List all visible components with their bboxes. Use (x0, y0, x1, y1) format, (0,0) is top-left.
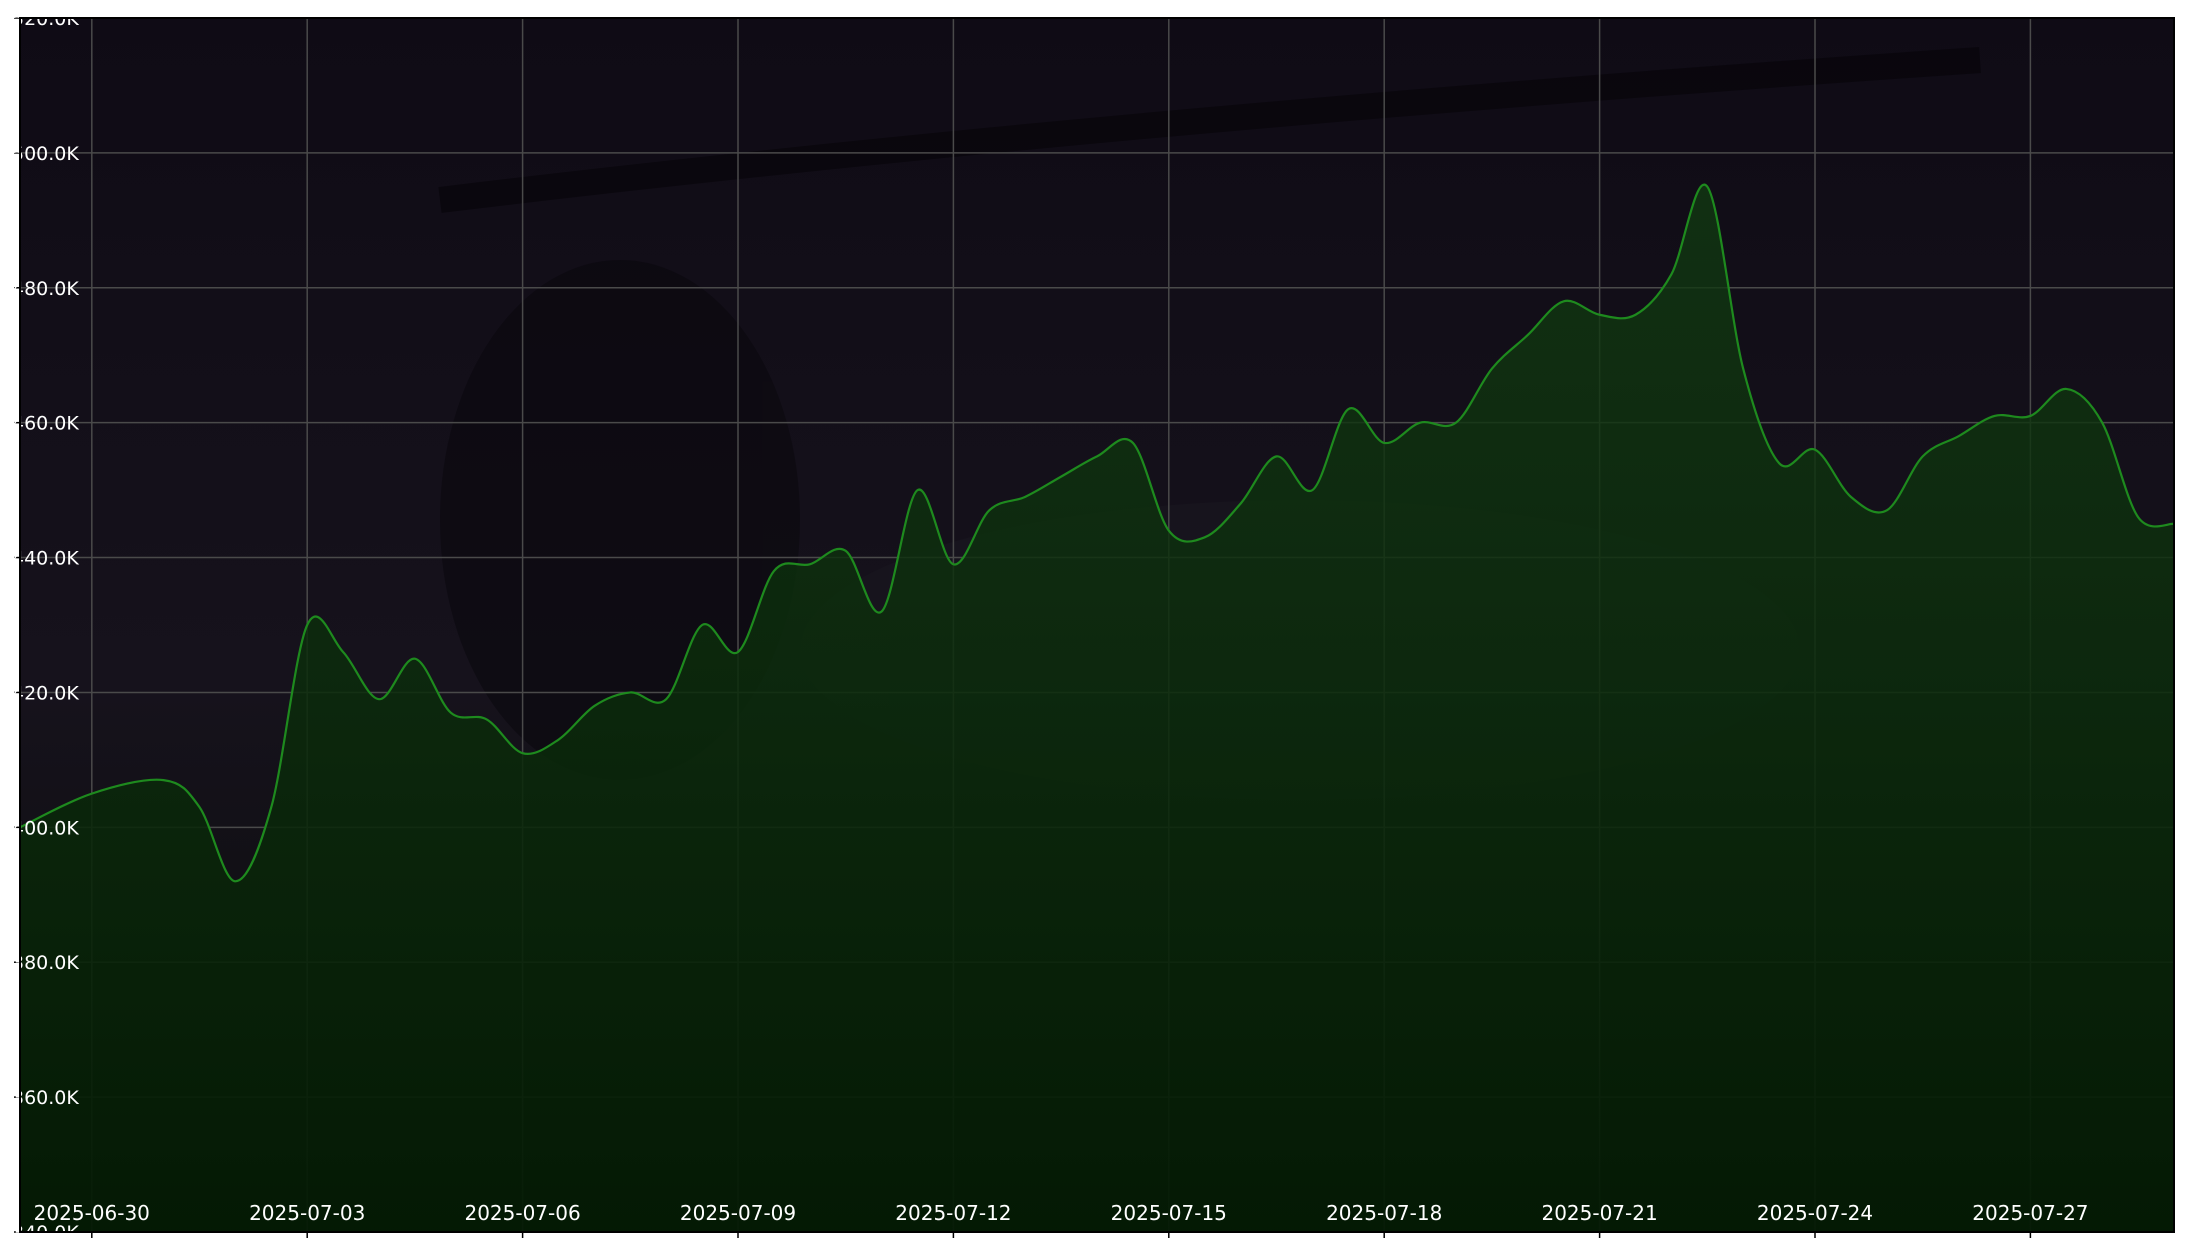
x-tick-label: 2025-07-09 (680, 1201, 796, 1225)
x-tick-label: 2025-07-03 (249, 1201, 365, 1225)
x-tick-label: 2025-07-18 (1326, 1201, 1442, 1225)
x-tick-label: 2025-07-21 (1541, 1201, 1657, 1225)
x-tick-label: 2025-07-15 (1111, 1201, 1227, 1225)
x-tick-label: 2025-07-06 (464, 1201, 580, 1225)
x-tick-label: 2025-07-12 (895, 1201, 1011, 1225)
x-tick-label: 2025-07-27 (1972, 1201, 2088, 1225)
y-tick-label: 480.0K (12, 278, 79, 300)
y-tick-label: 440.0K (12, 548, 79, 570)
y-tick-label: 400.0K (12, 817, 79, 839)
x-tick-label: 2025-06-30 (34, 1201, 150, 1225)
y-tick-label: 360.0K (12, 1087, 79, 1109)
y-tick-label: 380.0K (12, 952, 79, 974)
y-tick-label: 500.0K (12, 143, 79, 165)
y-tick-label: 420.0K (12, 682, 79, 704)
y-tick-label: 460.0K (12, 413, 79, 435)
x-tick-label: 2025-07-24 (1757, 1201, 1873, 1225)
